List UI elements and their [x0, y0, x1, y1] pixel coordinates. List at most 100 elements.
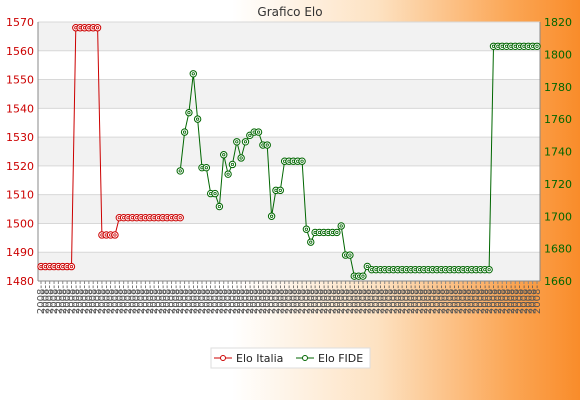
data-point-elo-fide: [533, 42, 541, 50]
left-tick-label: 1500: [6, 217, 34, 230]
left-tick-label: 1530: [6, 131, 34, 144]
data-point-elo-fide: [298, 157, 306, 165]
data-point-core-elo-fide: [187, 111, 191, 115]
data-point-core-elo-fide: [178, 169, 182, 173]
data-point-core-elo-fide: [339, 224, 343, 228]
right-tick-label: 1720: [544, 178, 572, 191]
x-tick-label: 2008-: [415, 285, 426, 314]
data-point-core-elo-fide: [182, 130, 187, 134]
x-tick-label: 2008-: [136, 285, 147, 314]
data-point-elo-fide: [276, 186, 284, 195]
x-tick-label: 2008-: [502, 285, 513, 314]
background-band: [38, 79, 540, 109]
data-point-core-elo-fide: [248, 133, 252, 137]
x-tick-label: 2008-: [354, 285, 365, 314]
left-tick-label: 1510: [6, 189, 34, 202]
x-tick-label: 2008-: [515, 285, 526, 314]
right-tick-label: 1740: [544, 146, 572, 159]
data-point-elo-fide: [224, 170, 232, 178]
x-tick-label: 2008-: [393, 285, 404, 314]
data-point-elo-fide: [176, 167, 184, 175]
legend: Elo Italia Elo FIDE: [210, 347, 371, 369]
gridlines: [38, 21, 540, 282]
data-point-core-elo-fide: [226, 172, 230, 176]
x-tick-label: 2008-: [153, 285, 164, 314]
x-tick-label: 2008-: [145, 285, 156, 314]
left-tick-label: 1480: [6, 275, 34, 288]
x-tick-label: 2008-: [254, 285, 265, 314]
x-tick-label: 2008-: [101, 285, 112, 314]
x-tick-label: 2008-: [471, 285, 482, 314]
data-point-core-elo-fide: [487, 268, 491, 272]
x-tick-label: 2008-: [341, 285, 352, 314]
x-tick-label: 2008-: [66, 285, 77, 314]
x-tick-label: 2008-: [175, 285, 186, 314]
x-tick-label: 2008-: [75, 285, 86, 314]
x-tick-label: 2008-: [445, 285, 456, 314]
data-point-elo-fide: [185, 108, 193, 117]
x-tick-label: 2008-: [345, 285, 356, 314]
legend-italia-label: Elo Italia: [236, 352, 283, 365]
data-point-elo-fide: [189, 70, 197, 78]
data-point-core-elo-fide: [196, 117, 200, 121]
x-tick-label: 2008-: [406, 285, 417, 314]
x-tick-label: 2008-: [223, 285, 234, 314]
data-point-core-elo-fide: [230, 162, 235, 167]
x-tick-label: 2008-: [458, 285, 469, 314]
data-point-core-elo-fide: [265, 143, 269, 147]
x-tick-label: 2008-: [310, 285, 321, 314]
x-tick-label: 2008-: [219, 285, 230, 314]
right-tick-label: 1780: [544, 81, 572, 94]
left-tick-label: 1520: [6, 160, 34, 173]
x-tick-label: 2008-: [506, 285, 517, 314]
x-tick-label: 2008-: [523, 285, 534, 314]
x-tick-label: 2008-: [432, 285, 443, 314]
legend-box: [210, 347, 371, 369]
data-point-core-elo-fide: [239, 156, 243, 160]
x-tick-label: 2008-: [288, 285, 299, 314]
x-tick-label: 2008-: [384, 285, 395, 314]
x-tick-label: 2008-: [319, 285, 330, 314]
x-tick-label: 2008-: [380, 285, 391, 314]
right-tick-label: 1700: [544, 210, 572, 223]
x-tick-label: 2008-: [484, 285, 495, 314]
x-tick-label: 2008-: [423, 285, 434, 314]
left-tick-label: 1550: [6, 74, 34, 87]
right-tick-label: 1820: [544, 16, 572, 29]
data-point-core-elo-italia: [69, 265, 74, 269]
x-tick-label: 2008-: [149, 285, 160, 314]
x-tick-label: 2008-: [106, 285, 117, 314]
x-tick-label: 2008-: [267, 285, 278, 314]
x-tick-label: 2008-: [284, 285, 295, 314]
data-point-core-elo-fide: [335, 230, 339, 235]
x-tick-label: 2008-: [245, 285, 256, 314]
x-tick-label: 2008-: [80, 285, 91, 314]
left-tick-label: 1570: [6, 16, 34, 29]
data-point-elo-fide: [346, 251, 354, 259]
x-tick-label: 2008-: [180, 285, 191, 314]
x-tick-label: 2008-: [371, 285, 382, 314]
x-tick-label: 2008-: [441, 285, 452, 314]
data-point-elo-fide: [333, 228, 341, 237]
plot-background: [38, 22, 540, 281]
data-point-core-elo-fide: [204, 166, 208, 170]
x-tick-label: 2008-: [449, 285, 460, 314]
background-band: [38, 194, 540, 224]
x-tick-label: 2008-: [454, 285, 465, 314]
x-tick-label: 2008-: [58, 285, 69, 314]
data-point-elo-fide: [211, 189, 219, 198]
right-tick-label: 1760: [544, 113, 572, 126]
x-tick-label: 2008-: [114, 285, 125, 314]
data-point-core-elo-italia: [95, 26, 100, 30]
data-point-core-elo-fide: [217, 204, 221, 209]
data-point-elo-fide: [233, 138, 241, 146]
x-tick-label: 2008-: [227, 285, 238, 314]
x-tick-label: 2008-: [171, 285, 182, 314]
x-tick-label: 2008-: [275, 285, 286, 314]
right-tick-label: 1800: [544, 48, 572, 61]
x-tick-label: 2008-: [314, 285, 325, 314]
x-tick-label: 2008-: [53, 285, 64, 314]
x-tick-label: 2008-: [201, 285, 212, 314]
x-tick-label: 2008-: [328, 285, 339, 314]
